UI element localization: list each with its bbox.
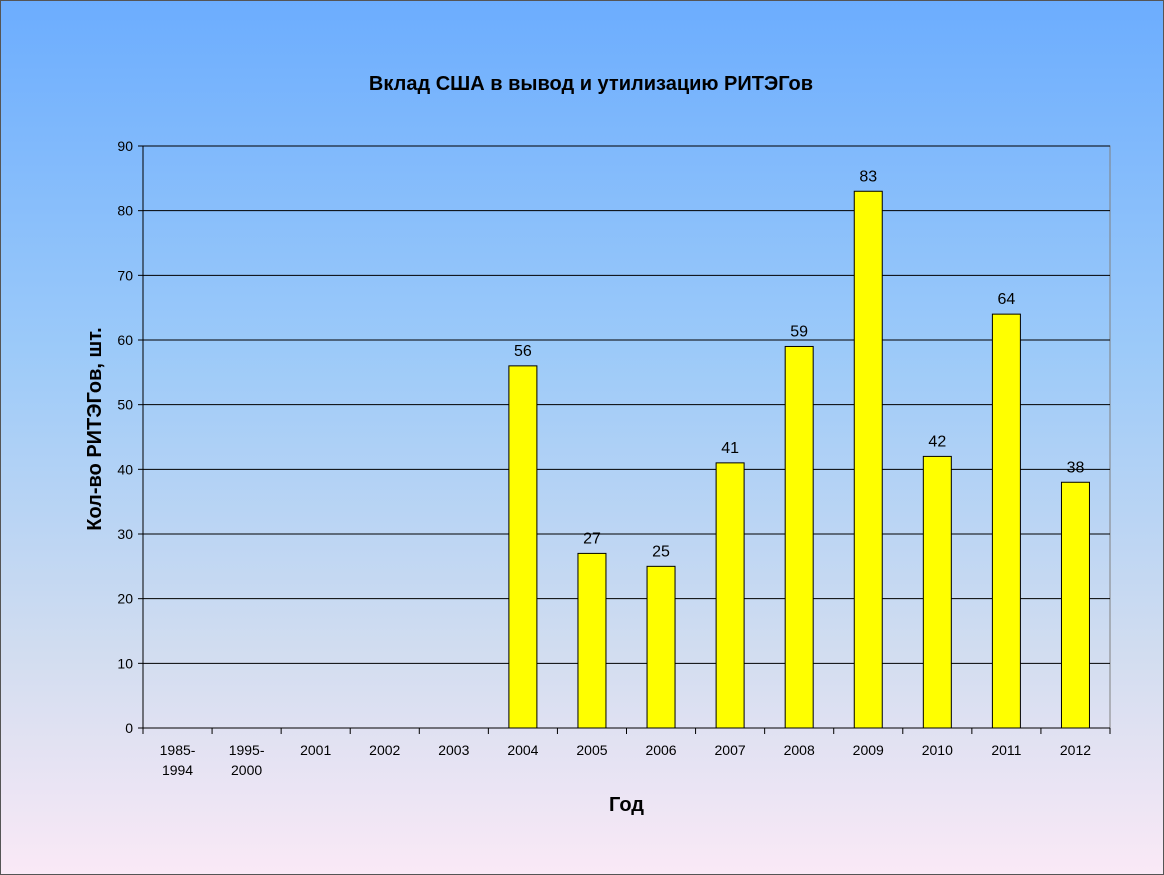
data-label: 38	[1067, 459, 1085, 476]
y-axis-title: Кол-во РИТЭГов, шт.	[84, 327, 106, 531]
data-label: 59	[790, 323, 808, 340]
x-tick-label: 2008	[784, 742, 815, 758]
x-tick-label: 2004	[507, 742, 538, 758]
data-label: 64	[997, 291, 1015, 308]
x-tick-label: 1985-1994	[160, 742, 196, 778]
data-label: 41	[721, 440, 739, 457]
x-tick-label: 2011	[991, 742, 1021, 758]
chart-title: Вклад США в вывод и утилизацию РИТЭГов	[368, 73, 814, 95]
bar	[577, 552, 607, 729]
plot-area	[142, 145, 1111, 729]
y-tick-label: 0	[125, 720, 133, 736]
data-label: 56	[514, 343, 532, 360]
bars	[508, 190, 1090, 729]
data-label: 25	[652, 543, 670, 560]
data-labels: 56 27 25 41 59 83 42 64 38	[514, 168, 1084, 560]
x-tick-label: 2006	[645, 742, 676, 758]
bar	[991, 313, 1021, 729]
x-tick-label: 2009	[853, 742, 884, 758]
x-tick-label: 2010	[922, 742, 953, 758]
x-tick-label: 2001	[300, 742, 331, 758]
data-label: 27	[583, 530, 601, 547]
y-tick-label: 70	[117, 267, 133, 283]
axes	[138, 145, 1111, 734]
x-axis-title: Год	[609, 794, 644, 816]
x-tick-label: 2007	[715, 742, 746, 758]
y-tick-label: 50	[117, 397, 133, 413]
x-tick-label: 2012	[1060, 742, 1091, 758]
y-tick-label: 60	[117, 332, 133, 348]
bar	[784, 345, 814, 729]
bar	[715, 462, 745, 729]
bar	[922, 455, 952, 729]
y-tick-label: 20	[117, 591, 133, 607]
y-tick-label: 10	[117, 655, 133, 671]
bar	[646, 565, 676, 729]
x-tick-label: 2005	[576, 742, 607, 758]
y-tick-label: 40	[117, 461, 133, 477]
y-tick-label: 80	[117, 203, 133, 219]
x-tick-label: 2003	[438, 742, 469, 758]
x-tick-label: 2002	[369, 742, 400, 758]
y-tick-label: 30	[117, 526, 133, 542]
x-tick-labels: 1985-1994 1995-2000 2001 2002 2003 2004 2005 20…	[160, 742, 1092, 778]
y-tick-labels: 0 10 20 30 40 50 60 70 80 90	[117, 138, 133, 736]
gridlines	[143, 145, 1110, 664]
data-label: 83	[859, 168, 877, 185]
bar	[1060, 481, 1090, 729]
x-tick-label: 1995-2000	[229, 742, 265, 778]
bar	[508, 365, 538, 729]
y-tick-label: 90	[117, 138, 133, 154]
data-label: 42	[928, 433, 946, 450]
bar	[853, 190, 883, 729]
